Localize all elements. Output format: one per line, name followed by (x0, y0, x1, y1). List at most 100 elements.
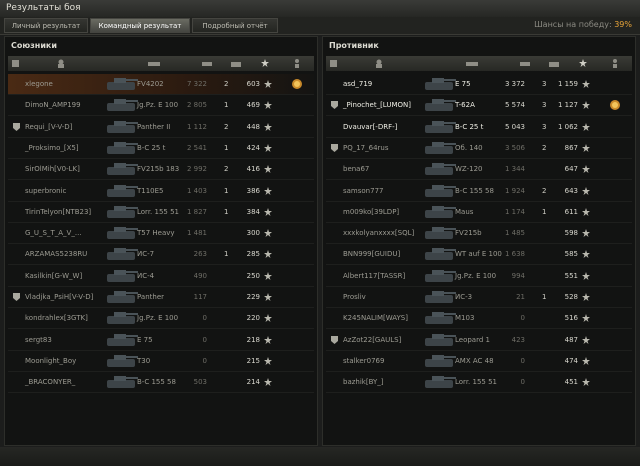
damage: 0 (202, 314, 207, 323)
xp-star (264, 229, 272, 238)
player-row: _BRACONYER_ B-C 155 58 503 214 (8, 372, 314, 394)
experience: 250 (246, 271, 260, 280)
damage: 5 574 (504, 101, 525, 110)
damage: 117 (193, 293, 207, 301)
damage: 1 638 (504, 250, 525, 259)
tank-icon (107, 120, 138, 133)
player-row: bazhik[BY_] Lorr. 155 51 0 451 (326, 372, 632, 394)
experience: 647 (564, 165, 578, 174)
tank-name: E 75 (455, 80, 471, 88)
experience: 643 (564, 186, 578, 195)
frags: 1 (542, 207, 547, 216)
experience: 214 (246, 378, 260, 387)
platoon-icon (13, 122, 20, 131)
damage: 1 174 (504, 207, 525, 216)
tab[interactable]: Командный результат (90, 18, 190, 33)
xp-star (264, 186, 272, 195)
xp-star (264, 271, 272, 280)
xp-star (582, 122, 590, 131)
player-name: SirOlMih[V0-LK] (25, 165, 80, 174)
tank-icon (425, 227, 456, 240)
experience: 229 (246, 293, 260, 301)
experience: 598 (564, 229, 578, 238)
column-icons (330, 59, 617, 68)
tab[interactable]: Личный результат (4, 18, 88, 33)
damage: 0 (202, 356, 207, 365)
player-row: TirinTelyon[NTB23] Lorr. 155 51 1 827 1 384 (8, 202, 314, 223)
tank-icon (425, 99, 456, 112)
experience: 215 (246, 356, 260, 365)
tank-icon (425, 141, 456, 154)
experience: 474 (564, 356, 578, 365)
column-header (8, 56, 314, 71)
damage: 1 112 (186, 122, 207, 131)
experience: 218 (246, 335, 260, 344)
tank-icon (425, 333, 456, 346)
player-row: Prosliv ИС-3 21 1 528 (326, 287, 632, 308)
damage: 1 924 (504, 186, 525, 195)
damage: 1 344 (504, 165, 525, 174)
player-row: AzZot22[GAULS] Leopard 1 423 487 (326, 330, 632, 351)
experience: 451 (564, 378, 578, 387)
xp-star (264, 335, 272, 344)
tank-icon (425, 248, 456, 261)
frags: 3 (542, 80, 547, 88)
player-name: xxxkolyanxxxx[SQL] (343, 229, 415, 238)
tank-name: Об. 140 (455, 143, 483, 152)
frags: 1 (224, 207, 229, 216)
player-row: _Proksimo_[X5] B-C 25 t 2 541 1 424 (8, 138, 314, 159)
player-name: DimoN_AMP199 (25, 101, 81, 110)
tank-name: Leopard 1 (455, 335, 490, 344)
player-row: sergt83 E 75 0 218 (8, 330, 314, 351)
tank-name: WT auf E 100 (455, 250, 502, 259)
xp-star (582, 165, 590, 174)
tank-name: T30 (137, 356, 151, 365)
title-bar (0, 0, 640, 17)
experience: 551 (564, 271, 578, 280)
player-row: bena67 WZ-120 1 344 647 (326, 159, 632, 181)
xp-star (582, 207, 590, 216)
player-name: _BRACONYER_ (25, 378, 76, 387)
player-name: BNN999[GUIDU] (343, 250, 401, 259)
win-chance-label: Шансы на победу: (534, 20, 612, 29)
xp-star (582, 335, 590, 344)
xp-star (582, 293, 590, 301)
tank-name: Panther II (137, 122, 171, 131)
xp-star (264, 250, 272, 259)
tank-name: B-C 25 t (137, 143, 166, 152)
column-header (326, 56, 632, 71)
tank-name: ИС-4 (137, 271, 155, 280)
damage: 3 372 (504, 80, 525, 88)
column-icons (12, 59, 299, 68)
frags: 3 (542, 101, 547, 110)
tank-name: FV215b 183 (137, 165, 180, 174)
frags: 1 (224, 143, 229, 152)
tank-name: FV4202 (137, 80, 164, 88)
experience: 448 (246, 122, 260, 131)
experience: 867 (564, 143, 578, 152)
player-name: Prosliv (343, 293, 366, 301)
platoon-icon (331, 335, 338, 344)
player-name: _Pinochet_[LUMON] (343, 101, 411, 110)
experience: 516 (564, 314, 578, 323)
player-row: Requi_[V-V-D] Panther II 1 112 2 448 (8, 117, 314, 138)
tank-icon (425, 354, 456, 367)
player-row: _Pinochet_[LUMON] T-62A 5 574 3 1 127 (326, 95, 632, 117)
experience: 386 (246, 186, 260, 195)
tank-name: E 75 (137, 335, 153, 344)
player-name: stalker0769 (343, 356, 385, 365)
medal-icon (292, 79, 302, 89)
player-row: m009ko[39LDP] Maus 1 174 1 611 (326, 202, 632, 223)
player-row: Albert117[TASSR] Jg.Pz. E 100 994 551 (326, 266, 632, 287)
player-name: sergt83 (25, 335, 52, 344)
damage: 5 043 (504, 122, 525, 131)
tank-icon (425, 163, 456, 176)
tank-name: ИС-7 (137, 250, 155, 259)
damage: 0 (202, 335, 207, 344)
tank-icon (107, 141, 138, 154)
tab[interactable]: Подробный отчёт (192, 18, 278, 33)
frags: 2 (542, 186, 547, 195)
experience: 528 (564, 293, 578, 301)
tank-name: WZ-120 (455, 165, 483, 174)
